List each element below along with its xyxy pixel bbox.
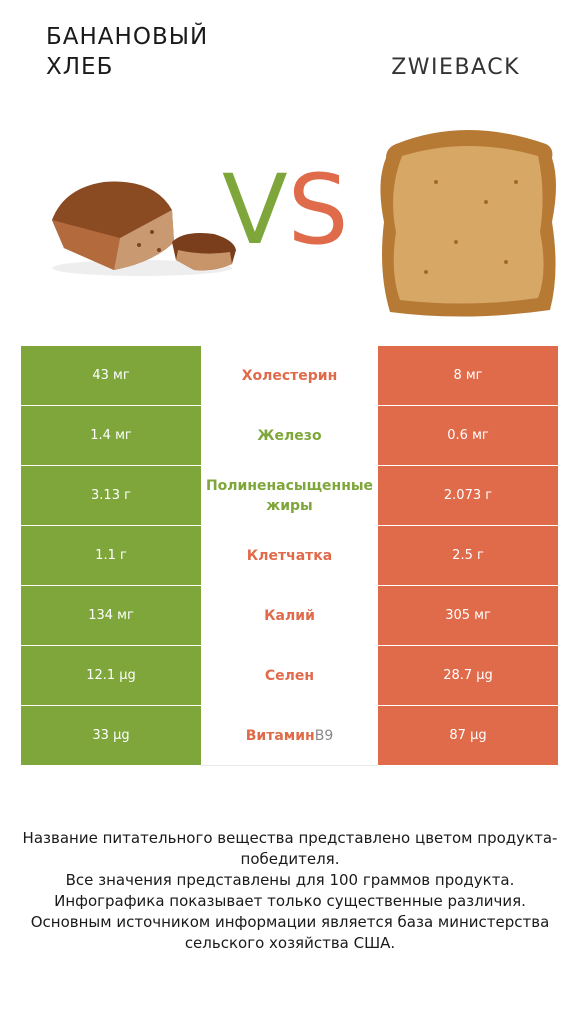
left-value: 43 мг: [21, 346, 201, 406]
right-value: 2.073 г: [378, 466, 558, 526]
right-value: 0.6 мг: [378, 406, 558, 466]
nutrient-name: Железо: [201, 406, 378, 466]
table-row: 12.1 µg Селен 28.7 µg: [21, 646, 558, 706]
banana-bread-image: [52, 181, 236, 276]
footer-notes: Название питательного вещества представл…: [20, 828, 560, 954]
nutrient-name: Витамин B9: [201, 706, 378, 766]
nutrient-name: Холестерин: [201, 346, 378, 406]
vs-label: VS: [222, 160, 349, 260]
left-value: 12.1 µg: [21, 646, 201, 706]
footer-line-1: Название питательного вещества представл…: [22, 829, 558, 868]
nutrient-label: Калий: [264, 607, 315, 624]
nutrient-label: Полиненасыщенные жиры: [205, 477, 374, 514]
left-value: 1.4 мг: [21, 406, 201, 466]
nutrient-name: Клетчатка: [201, 526, 378, 586]
footer-line-3: Инфографика показывает только существенн…: [54, 892, 526, 910]
nutrient-label: Селен: [264, 667, 315, 684]
table-row: 1.4 мг Железо 0.6 мг: [21, 406, 558, 466]
table-row: 134 мг Калий 305 мг: [21, 586, 558, 646]
vs-s: S: [287, 154, 349, 266]
vs-v: V: [222, 154, 288, 266]
nutrient-suffix: B9: [314, 727, 334, 744]
nutrient-name: Селен: [201, 646, 378, 706]
comparison-table: 43 мг Холестерин 8 мг 1.4 мг Железо 0.6 мг 3.1…: [21, 346, 558, 766]
table-row: 43 мг Холестерин 8 мг: [21, 346, 558, 406]
left-value: 3.13 г: [21, 466, 201, 526]
nutrient-label: Клетчатка: [246, 547, 333, 564]
nutrient-label: Витамин: [245, 727, 315, 744]
nutrient-label: Железо: [257, 427, 322, 444]
left-value: 1.1 г: [21, 526, 201, 586]
footer-line-4: Основным источником информации является …: [30, 913, 550, 952]
right-value: 2.5 г: [378, 526, 558, 586]
zwieback-image: [380, 130, 556, 317]
footer-line-2: Все значения представлены для 100 граммо…: [65, 871, 515, 889]
table-row: 33 µg Витамин B9 87 µg: [21, 706, 558, 766]
right-value: 8 мг: [378, 346, 558, 406]
nutrient-label: Холестерин: [241, 367, 338, 384]
nutrient-name: Калий: [201, 586, 378, 646]
right-value: 28.7 µg: [378, 646, 558, 706]
left-value: 33 µg: [21, 706, 201, 766]
left-value: 134 мг: [21, 586, 201, 646]
right-value: 305 мг: [378, 586, 558, 646]
right-product-title: ZWIEBACK: [391, 55, 520, 80]
left-product-title: БАНАНОВЫЙ ХЛЕБ: [46, 24, 209, 80]
table-row: 3.13 г Полиненасыщенные жиры 2.073 г: [21, 466, 558, 526]
nutrient-name: Полиненасыщенные жиры: [201, 466, 378, 526]
table-row: 1.1 г Клетчатка 2.5 г: [21, 526, 558, 586]
right-value: 87 µg: [378, 706, 558, 766]
